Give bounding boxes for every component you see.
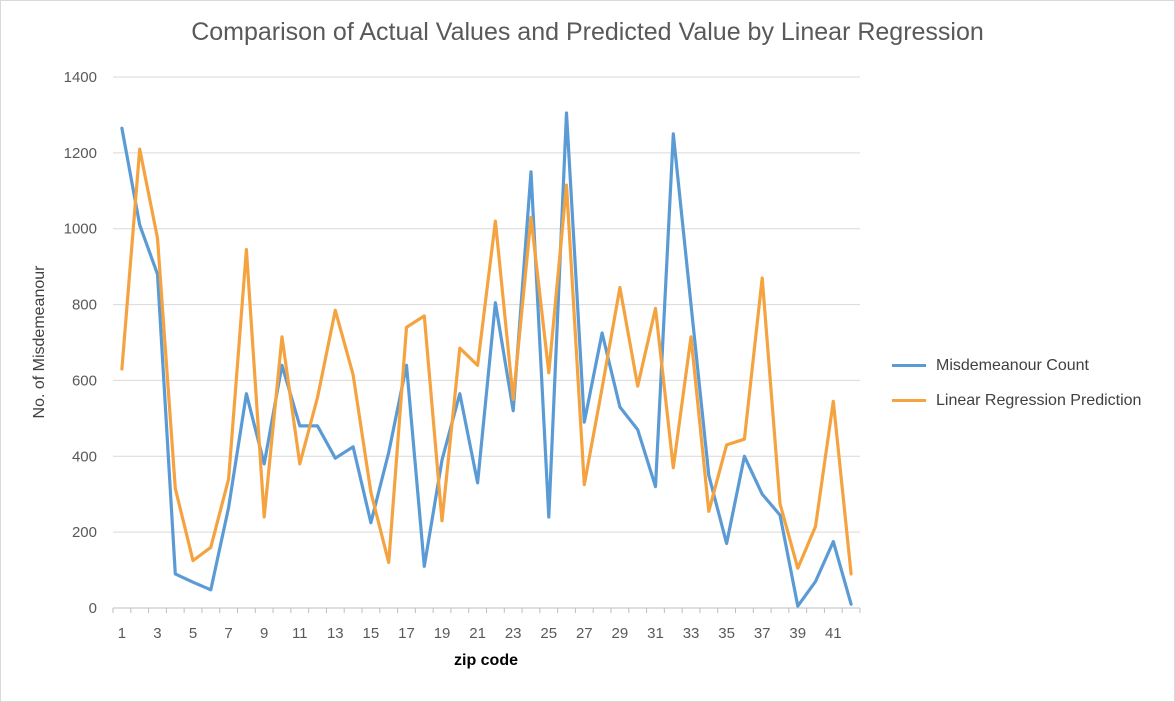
series-line-linear-regression-prediction: [120, 147, 853, 576]
y-tick-label: 600: [72, 372, 97, 389]
x-tick-label: 37: [754, 625, 771, 642]
x-tick-label: 19: [434, 625, 451, 642]
x-tick-label: 41: [825, 625, 842, 642]
x-tick-label: 1: [118, 625, 126, 642]
x-tick-label: 15: [363, 625, 380, 642]
x-tick-label: 25: [540, 625, 557, 642]
legend-item-actual: Misdemeanour Count: [892, 348, 1141, 383]
y-tick-label: 1400: [64, 69, 97, 86]
x-tick-label: 5: [189, 625, 197, 642]
y-tick-label: 0: [89, 600, 97, 617]
y-tick-label: 400: [72, 448, 97, 465]
x-tick-label: 27: [576, 625, 593, 642]
x-axis-label: zip code: [453, 652, 519, 669]
y-tick-label: 800: [72, 297, 97, 314]
legend: Misdemeanour Count Linear Regression Pre…: [892, 348, 1141, 418]
x-tick-label: 33: [683, 625, 700, 642]
x-tick-label: 13: [327, 625, 344, 642]
legend-label-actual: Misdemeanour Count: [936, 356, 1089, 374]
x-tick-label: 39: [789, 625, 806, 642]
legend-label-prediction: Linear Regression Prediction: [936, 391, 1142, 409]
legend-swatch-actual: [892, 364, 926, 367]
x-tick-label: 21: [469, 625, 486, 642]
x-tick-label: 11: [292, 625, 308, 642]
x-tick-label: 29: [612, 625, 629, 642]
legend-item-prediction: Linear Regression Prediction: [892, 383, 1141, 418]
y-tick-label: 1000: [64, 221, 97, 238]
y-axis-label: No. of Misdemeanour: [31, 265, 48, 419]
y-tick-label: 200: [72, 524, 97, 541]
x-tick-label: 9: [260, 625, 268, 642]
x-tick-label: 23: [505, 625, 522, 642]
x-tick-label: 17: [398, 625, 415, 642]
x-tick-label: 35: [718, 625, 735, 642]
x-tick-label: 7: [224, 625, 232, 642]
chart-title: Comparison of Actual Values and Predicte…: [191, 18, 984, 46]
legend-swatch-prediction: [892, 399, 926, 402]
series-line-misdemeanour-count: [120, 111, 853, 608]
x-tick-label: 31: [647, 625, 664, 642]
x-tick-label: 3: [153, 625, 161, 642]
y-tick-label: 1200: [64, 145, 97, 162]
